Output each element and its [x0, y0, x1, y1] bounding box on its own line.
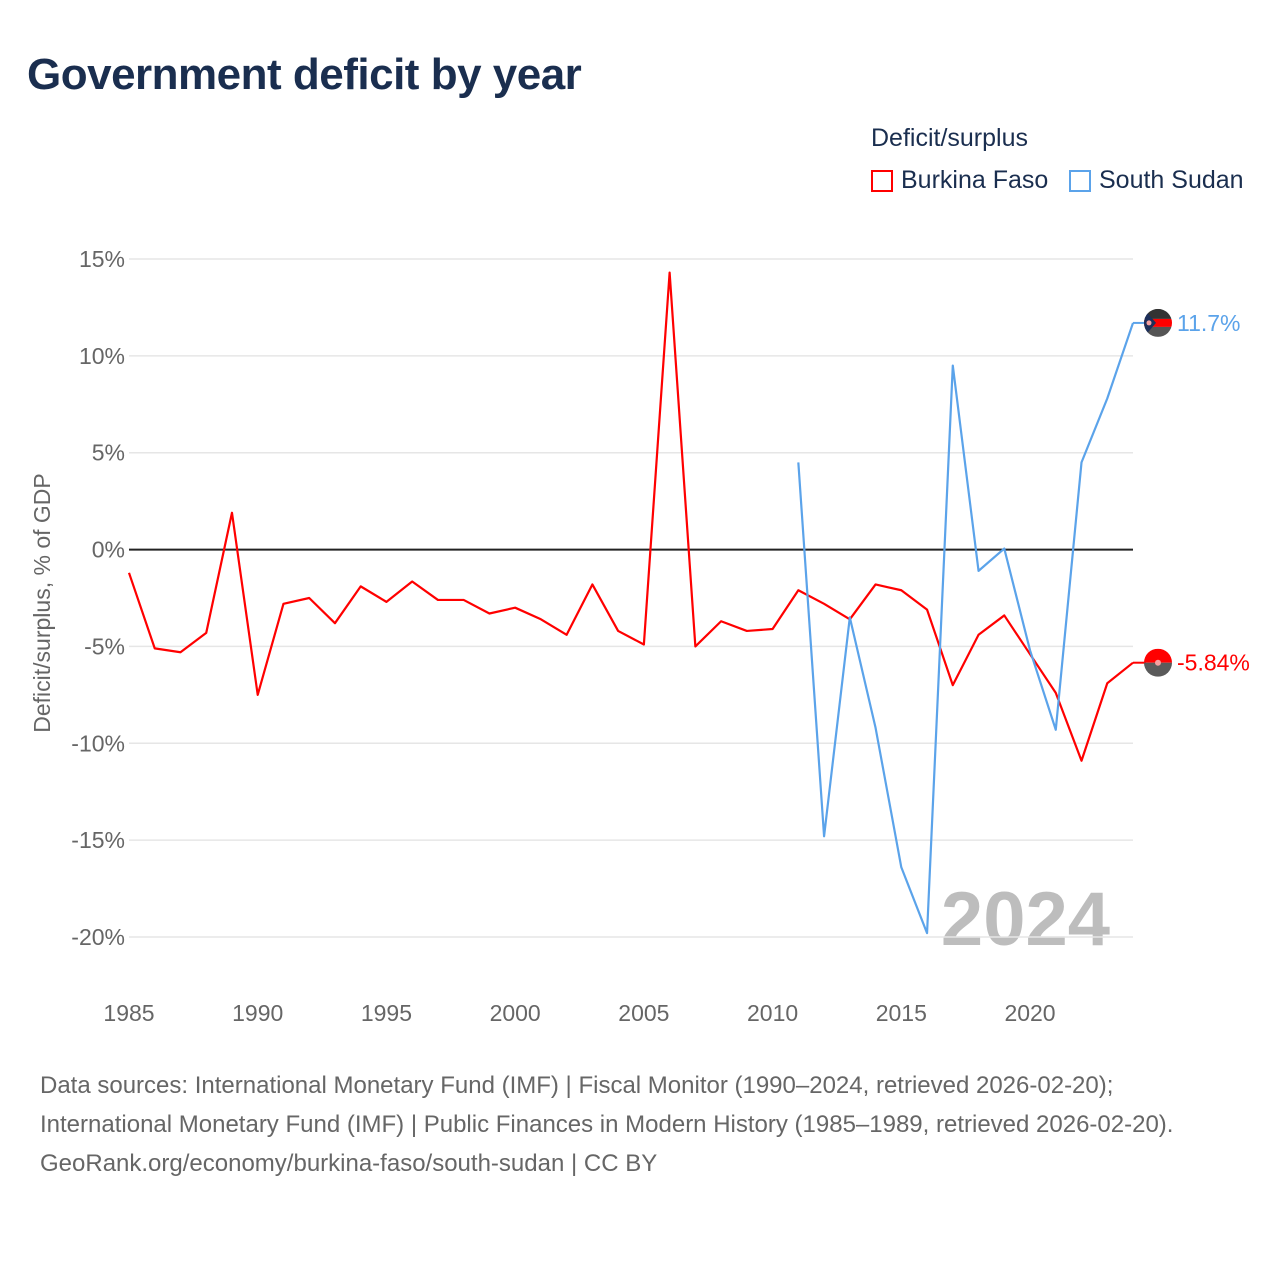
end-value-label: 11.7%: [1177, 310, 1241, 336]
credit-link[interactable]: GeoRank.org/economy/burkina-faso/south-s…: [40, 1150, 658, 1177]
x-tick-label: 2000: [490, 1000, 541, 1026]
legend-swatch: [871, 169, 893, 192]
x-tick-label: 2005: [618, 1000, 669, 1026]
burkina-faso-flag-icon: [1144, 648, 1172, 677]
legend-item-south-sudan[interactable]: South Sudan: [1069, 166, 1244, 195]
legend-item-burkina-faso[interactable]: Burkina Faso: [871, 166, 1048, 195]
legend-swatch: [1069, 169, 1091, 192]
x-tick-label: 2010: [747, 1000, 798, 1026]
x-tick-label: 2020: [1004, 1000, 1055, 1026]
chart-title: Government deficit by year: [27, 50, 582, 99]
series-line-south-sudan: [797, 322, 1135, 935]
y-tick-label: 0%: [92, 537, 125, 563]
x-tick-label: 1990: [232, 1000, 283, 1026]
legend-label: South Sudan: [1099, 166, 1244, 194]
x-tick-label: 2015: [876, 1000, 927, 1026]
legend-title: Deficit/surplus: [871, 124, 1028, 152]
y-tick-label: 5%: [92, 440, 125, 466]
x-tick-label: 1995: [361, 1000, 412, 1026]
end-value-label: -5.84%: [1177, 650, 1250, 676]
y-tick-label: -20%: [71, 924, 125, 950]
y-tick-label: -5%: [84, 633, 125, 659]
y-tick-label: 10%: [79, 343, 125, 369]
footer: Data sources: International Monetary Fun…: [40, 1066, 1240, 1183]
x-tick-label: 1985: [103, 1000, 154, 1026]
legend-label: Burkina Faso: [901, 166, 1049, 194]
data-sources: Data sources: International Monetary Fun…: [40, 1072, 1174, 1138]
year-watermark: 2024: [941, 877, 1110, 962]
y-tick-label: 15%: [79, 246, 125, 272]
y-axis-label: Deficit/surplus, % of GDP: [29, 473, 55, 732]
line-chart: 2024 15% 10% 5% 0% -5% -10% -15% -20% 1985 1990 199…: [29, 246, 1250, 1026]
south-sudan-flag-icon: [1144, 308, 1172, 337]
y-tick-label: -10%: [71, 730, 125, 756]
series-line-burkina-faso: [127, 271, 1134, 762]
y-tick-label: -15%: [71, 827, 125, 853]
